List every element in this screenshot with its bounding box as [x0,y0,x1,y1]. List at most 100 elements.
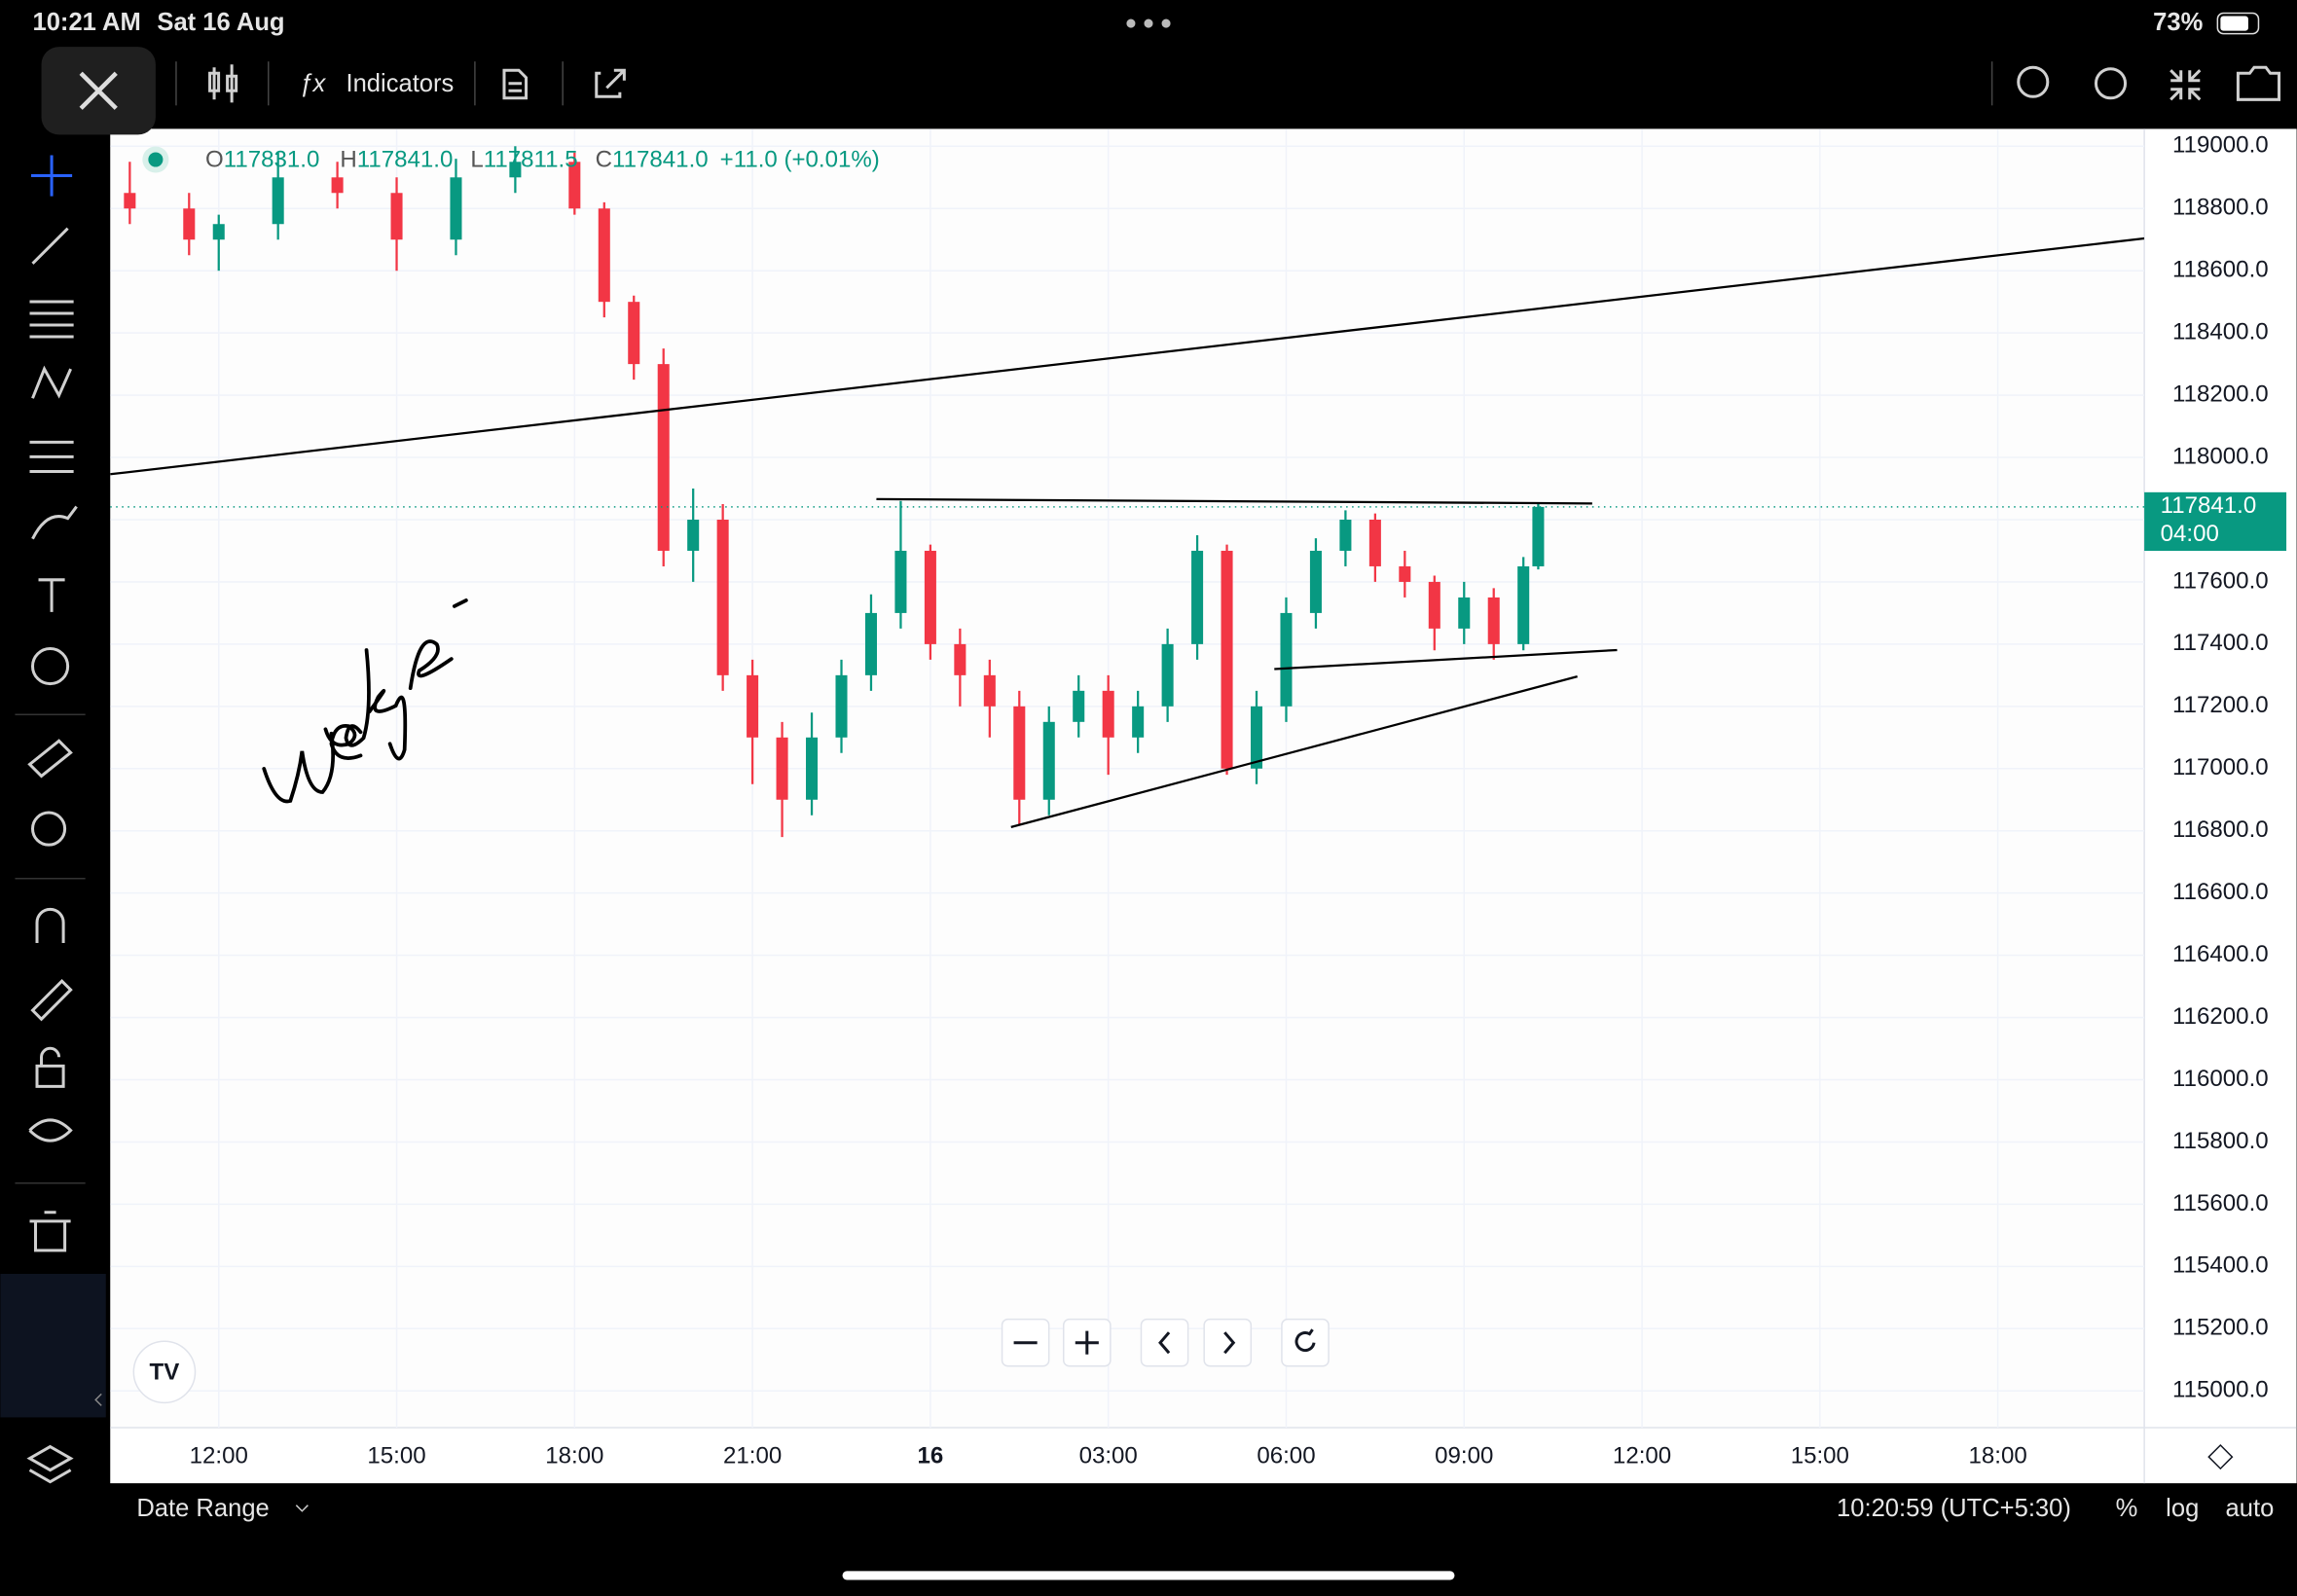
battery-icon [2216,12,2260,35]
candle-body [1191,550,1204,644]
x-tick-label: 21:00 [723,1442,782,1469]
last-price-label: 117841.0 [2161,492,2257,519]
countdown-label: 04:00 [2161,521,2219,547]
indicators-button[interactable]: Indicators [346,70,454,97]
zoom-controls[interactable] [1001,1318,1330,1367]
tv-logo-mark: TV [150,1360,180,1386]
candle-body [657,364,670,551]
log-toggle[interactable]: log [2166,1495,2199,1522]
handwritten-annotation [262,598,468,804]
candle-body [1280,612,1293,707]
candle-body [894,550,907,613]
candle-body [272,177,284,225]
separators [175,61,1993,106]
clock: 10:20:59 (UTC+5:30) [1837,1495,2071,1522]
status-dot [148,152,164,167]
trendline [876,497,1592,505]
candle-body [598,208,610,303]
y-tick-label: 115800.0 [2172,1128,2269,1154]
templates-button[interactable] [502,68,529,100]
x-tick-label: 18:00 [1969,1442,2027,1469]
candle-body [835,674,848,738]
trendline [1010,675,1578,828]
candle-body [509,162,522,178]
trendline [110,236,2145,476]
y-tick-label: 118200.0 [2172,381,2269,407]
battery-level: 73% [2153,9,2203,36]
value: 117811.5 [484,147,578,173]
toolbar-block [0,1273,106,1418]
label: C [596,147,612,173]
y-tick-label: 115400.0 [2172,1252,2269,1279]
settings-button[interactable] [2094,67,2128,100]
status-date: Sat 16 Aug [157,9,284,36]
candle-body [1132,706,1145,738]
y-tick-label: 119000.0 [2172,132,2269,159]
candle-body [1013,706,1026,800]
candle-body [806,737,819,800]
candle-body [1309,550,1322,613]
candle-body [1399,565,1411,582]
candle-body [1042,721,1055,800]
screenshot-button[interactable] [2236,65,2281,101]
x-tick-label: 12:00 [190,1442,248,1469]
drawing-tools[interactable] [26,155,78,1484]
candle-body [124,193,136,209]
tv-logo[interactable] [132,1340,197,1404]
price-axis [2144,128,2297,1484]
candle-body [1102,690,1114,738]
x-tick-label: 03:00 [1079,1442,1138,1469]
last-price-box [2144,491,2287,552]
battery-fill [2220,16,2248,31]
candle-body [747,674,759,738]
label: H [340,147,356,173]
label: O [205,147,224,173]
candle-body [1532,506,1545,566]
y-tick-label: 118000.0 [2172,443,2269,469]
y-tick-label: 118400.0 [2172,319,2269,345]
time-axis [110,1427,2145,1484]
candle-body [183,208,196,240]
ohlc-legend: O117831.0 H117841.0 L117811.5 C117841.0 +11.… [205,147,880,173]
candle-body [331,177,344,194]
home-indicator [842,1571,1455,1580]
share-button[interactable] [595,68,626,98]
alert-button[interactable] [2017,65,2050,98]
x-tick-label: 16 [918,1442,944,1469]
axis-settings[interactable] [2207,1443,2234,1470]
x-tick-label: 15:00 [1791,1442,1849,1469]
auto-toggle[interactable]: auto [2226,1495,2275,1522]
candle-body [568,162,581,209]
percent-toggle[interactable]: % [2116,1495,2138,1522]
chart-area [110,128,2145,1428]
date-range-button[interactable]: Date Range [136,1495,269,1522]
y-tick-label: 115600.0 [2172,1190,2269,1216]
y-tick-label: 116800.0 [2172,816,2269,843]
candle-body [628,302,640,365]
x-tick-label: 12:00 [1613,1442,1671,1469]
y-tick-label: 117400.0 [2172,630,2269,656]
dots [1126,18,1171,28]
candle-body [924,550,936,644]
x-tick-label: 18:00 [545,1442,603,1469]
candle-body [212,224,225,240]
x-tick-label: 06:00 [1257,1442,1315,1469]
candle-body [390,193,403,240]
collapse-toolbar[interactable] [94,1393,102,1406]
close-icon [79,71,118,110]
candle-body [864,612,877,675]
chart-type-button[interactable] [208,64,238,103]
candle-body [1517,565,1530,644]
y-tick-label: 115200.0 [2172,1315,2269,1341]
fx-icon: ƒx [299,70,326,97]
y-tick-label: 116400.0 [2172,941,2269,967]
change: +11.0 (+0.01%) [720,147,880,173]
candle-body [1250,706,1263,769]
fullscreen-button[interactable] [2169,69,2202,101]
candle-body [1368,519,1381,566]
toolbar-separators [15,713,86,1184]
candle-body [1161,643,1174,707]
candle-body [1339,519,1352,551]
x-tick-label: 09:00 [1435,1442,1493,1469]
